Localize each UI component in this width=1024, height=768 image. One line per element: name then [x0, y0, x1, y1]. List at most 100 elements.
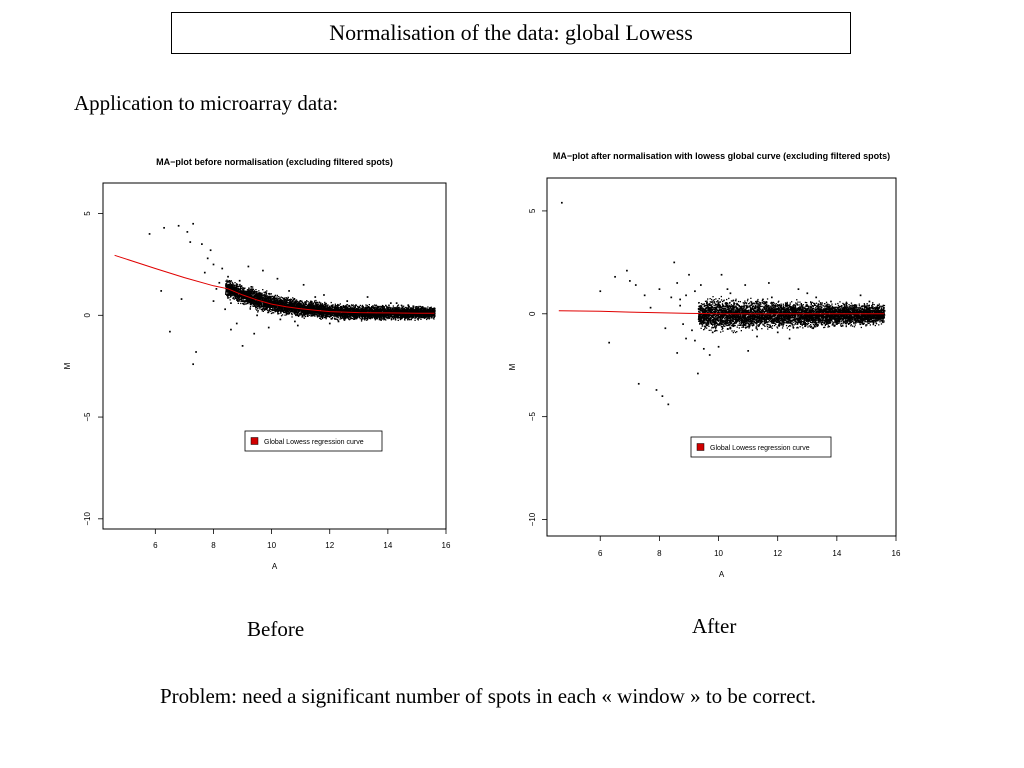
spot-point: [310, 310, 312, 313]
spot-point: [268, 303, 270, 305]
spot-point: [295, 312, 297, 314]
spot-point: [284, 298, 287, 301]
spot-point: [343, 319, 345, 321]
spot-point: [353, 318, 355, 320]
spot-point: [353, 316, 356, 318]
spot-point: [268, 297, 270, 299]
spot-point: [265, 305, 268, 307]
spot-point: [250, 296, 253, 298]
spot-point: [324, 311, 326, 313]
spot-point: [381, 314, 383, 316]
spot-point: [282, 301, 284, 303]
spot-point: [325, 309, 327, 311]
spot-point: [311, 312, 313, 314]
spot-point: [231, 281, 233, 284]
spot-point: [256, 305, 258, 307]
spot-point: [287, 305, 289, 307]
spot-point: [381, 310, 383, 312]
spot-point: [243, 296, 246, 299]
spot-point: [280, 300, 282, 302]
spot-point: [357, 310, 359, 312]
spot-point: [341, 309, 343, 312]
spot-point: [374, 315, 376, 317]
spot-point: [366, 307, 368, 309]
spot-point: [327, 304, 329, 306]
spot-point: [230, 284, 233, 286]
spot-point: [254, 304, 256, 306]
spot-point: [268, 304, 271, 306]
spot-point: [292, 305, 294, 307]
spot-point: [255, 305, 257, 308]
x-tick-label: 8: [211, 541, 216, 550]
spot-point: [226, 280, 229, 283]
spot-point: [287, 302, 289, 304]
spot-point: [283, 298, 285, 300]
spot-point: [319, 317, 321, 319]
spot-point: [381, 305, 384, 308]
spot-point: [260, 308, 263, 310]
spot-point: [299, 300, 301, 302]
spot-point: [347, 315, 349, 317]
spot-point: [290, 300, 292, 302]
spot-point: [323, 313, 326, 315]
spot-point: [351, 307, 353, 310]
spot-point: [312, 302, 315, 304]
spot-point: [303, 311, 306, 314]
spot-point: [368, 306, 370, 309]
spot-point: [327, 309, 329, 312]
spot-point: [364, 309, 367, 311]
spot-point: [281, 314, 284, 316]
spot-point: [345, 308, 347, 310]
spot-point: [226, 284, 228, 286]
spot-point: [291, 316, 293, 318]
spot-point: [304, 315, 306, 317]
spot-point: [353, 315, 355, 317]
spot-point: [257, 301, 260, 303]
spot-point: [306, 305, 308, 307]
spot-point: [257, 300, 260, 302]
spot-point: [272, 309, 274, 312]
spot-point: [245, 297, 247, 299]
spot-point: [304, 301, 306, 304]
spot-point: [331, 313, 333, 315]
spot-point: [255, 300, 257, 303]
spot-point: [321, 315, 323, 317]
spot-point: [250, 301, 252, 303]
spot-point: [365, 306, 367, 308]
spot-point: [371, 308, 373, 310]
spot-point: [331, 312, 333, 314]
spot-point: [304, 312, 306, 314]
spot-point: [246, 289, 249, 291]
spot-point: [348, 316, 351, 318]
spot-point: [313, 314, 315, 316]
spot-point: [386, 308, 388, 310]
spot-point: [249, 295, 251, 297]
spot-point: [238, 294, 240, 296]
spot-point: [262, 305, 264, 307]
spot-point: [265, 291, 267, 293]
spot-point: [311, 314, 313, 316]
spot-point: [377, 309, 379, 311]
spot-point: [354, 313, 356, 315]
spot-point: [349, 307, 351, 309]
spot-point: [271, 296, 273, 298]
spot-point: [349, 308, 351, 310]
spot-point: [280, 310, 282, 312]
spot-point: [377, 307, 379, 309]
spot-point: [350, 308, 352, 310]
spot-point: [246, 296, 248, 298]
spot-point: [281, 297, 283, 299]
spot-point: [366, 317, 368, 319]
spot-point: [353, 306, 355, 308]
spot-point: [352, 310, 355, 312]
spot-point: [256, 309, 258, 311]
spot-point: [320, 318, 322, 320]
spot-point: [273, 312, 275, 314]
spot-point: [225, 280, 227, 282]
x-tick-label: 6: [153, 541, 158, 550]
spot-point: [272, 298, 274, 300]
spot-point: [294, 301, 296, 304]
spot-point: [320, 305, 322, 307]
spot-point: [309, 301, 311, 303]
y-tick-label: 5: [83, 211, 92, 216]
